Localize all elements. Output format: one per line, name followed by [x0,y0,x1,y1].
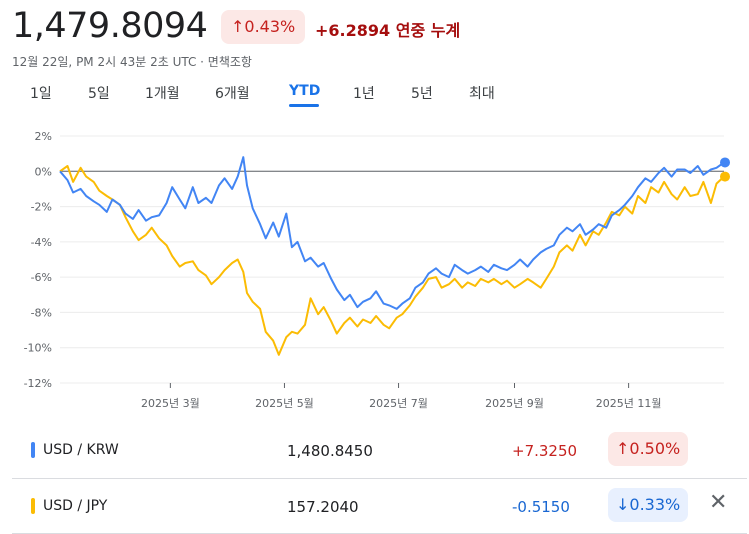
tab-max[interactable]: 최대 [469,86,495,102]
y-tick-label: -6% [31,271,52,284]
pair-change: +7.3250 [512,442,578,460]
tab-1d[interactable]: 1일 [30,86,52,102]
x-tick-label: 2025년 7월 [369,397,428,410]
x-tick-label: 2025년 5월 [255,397,314,410]
currency-pair-label: USD / KRW [43,442,119,458]
tab-1m[interactable]: 1개월 [145,86,180,102]
y-tick-label: -12% [24,377,52,390]
series-color-swatch [31,442,35,458]
currency-pair-label: USD / JPY [43,498,108,514]
timestamp-disclaimer[interactable]: 12월 22일, PM 2시 43분 2초 UTC · 면책조항 [12,55,252,69]
y-tick-label: -4% [31,236,52,249]
tab-5d[interactable]: 5일 [88,86,110,102]
current-price: 1,479.8094 [12,6,208,46]
x-tick-label: 2025년 9월 [485,397,544,410]
pair-change: -0.5150 [512,498,570,516]
pair-value: 157.2040 [287,498,359,516]
series-line-usd-krw [59,156,725,310]
tab-1y[interactable]: 1년 [353,86,375,102]
tab-6m[interactable]: 6개월 [215,86,250,102]
series-end-dot-usd-jpy [720,171,730,182]
pair-percent-badge: ↑0.50% [608,432,689,466]
x-tick-label: 2025년 11월 [596,397,662,410]
active-tab-indicator [289,104,319,107]
y-tick-label: 2% [35,130,52,143]
absolute-change-ytd: +6.2894 연중 누계 [315,21,461,40]
pair-value: 1,480.8450 [287,442,373,460]
line-chart[interactable]: 2% 0% -2% -4% -6% -8% -10% -12% 2025년 3월 2025년 5월… [0,120,749,420]
y-tick-label: -10% [24,342,52,355]
percent-change-badge: ↑0.43% [221,10,306,44]
close-icon[interactable]: ✕ [709,490,728,515]
tab-5y[interactable]: 5년 [411,86,433,102]
series-line-usd-jpy [59,165,725,356]
x-tick-label: 2025년 3월 [141,397,200,410]
tab-ytd[interactable]: YTD [289,83,321,99]
series-end-dot-usd-krw [720,157,730,168]
comparison-row-krw[interactable]: USD / KRW 1,480.8450 +7.3250 ↑0.50% [12,423,747,477]
y-tick-label: 0% [35,165,52,178]
series-color-swatch [31,498,35,514]
y-tick-label: -8% [31,306,52,319]
comparison-row-jpy[interactable]: USD / JPY 157.2040 -0.5150 ↓0.33% ✕ [12,478,747,534]
pair-percent-badge: ↓0.33% [608,488,689,522]
y-tick-label: -2% [31,201,52,214]
